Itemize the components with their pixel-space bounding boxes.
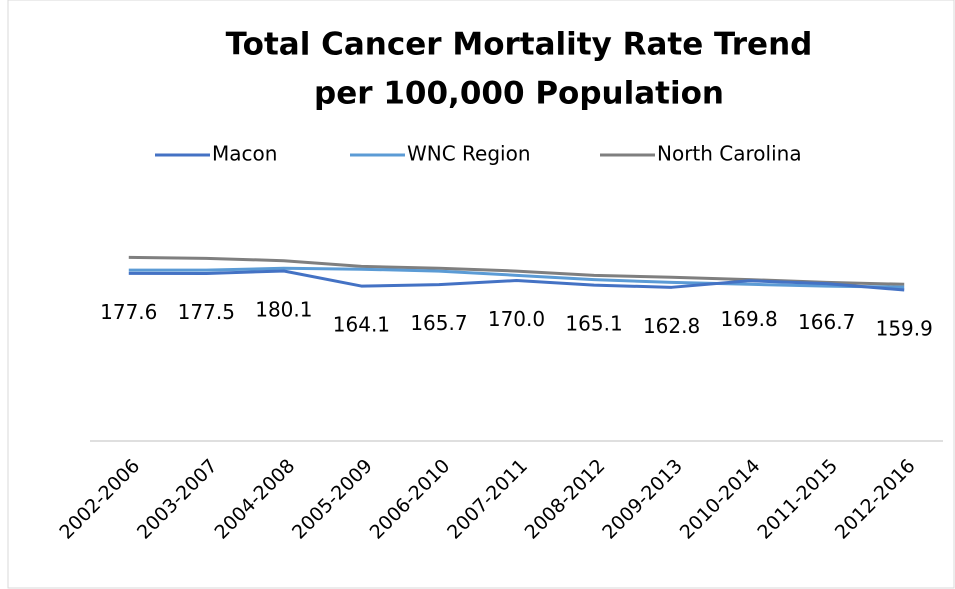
data-label: 165.1: [565, 312, 622, 336]
series-line: [128, 266, 905, 289]
data-label: 169.8: [721, 307, 778, 331]
legend-label: North Carolina: [657, 142, 802, 166]
chart-title: Total Cancer Mortality Rate Trend: [226, 27, 813, 63]
data-label: 162.8: [643, 314, 700, 338]
data-label: 165.7: [410, 311, 467, 335]
x-tick-label: 2002-2006: [55, 455, 144, 544]
chart-frame: [7, 0, 955, 589]
data-label: 180.1: [255, 297, 312, 321]
chart-title: per 100,000 Population: [314, 76, 724, 112]
x-tick-label: 2012-2016: [831, 455, 920, 544]
x-tick-label: 2004-2008: [210, 455, 299, 544]
x-tick-label: 2008-2012: [521, 455, 610, 544]
x-tick-label: 2007-2011: [443, 455, 532, 544]
x-tick-label: 2005-2009: [288, 455, 377, 544]
x-tick-label: 2010-2014: [676, 455, 765, 544]
data-label: 159.9: [876, 317, 933, 341]
data-label: 166.7: [798, 310, 855, 334]
data-label: 177.6: [100, 300, 157, 324]
series-line: [128, 269, 905, 292]
x-tick-label: 2009-2013: [598, 455, 687, 544]
data-label: 164.1: [333, 313, 390, 337]
x-tick-label: 2003-2007: [133, 455, 222, 544]
legend-label: Macon: [212, 142, 277, 166]
data-label: 177.5: [178, 300, 235, 324]
x-tick-label: 2011-2015: [753, 455, 842, 544]
data-label: 170.0: [488, 307, 545, 331]
x-tick-label: 2006-2010: [366, 455, 455, 544]
legend-label: WNC Region: [407, 142, 531, 166]
